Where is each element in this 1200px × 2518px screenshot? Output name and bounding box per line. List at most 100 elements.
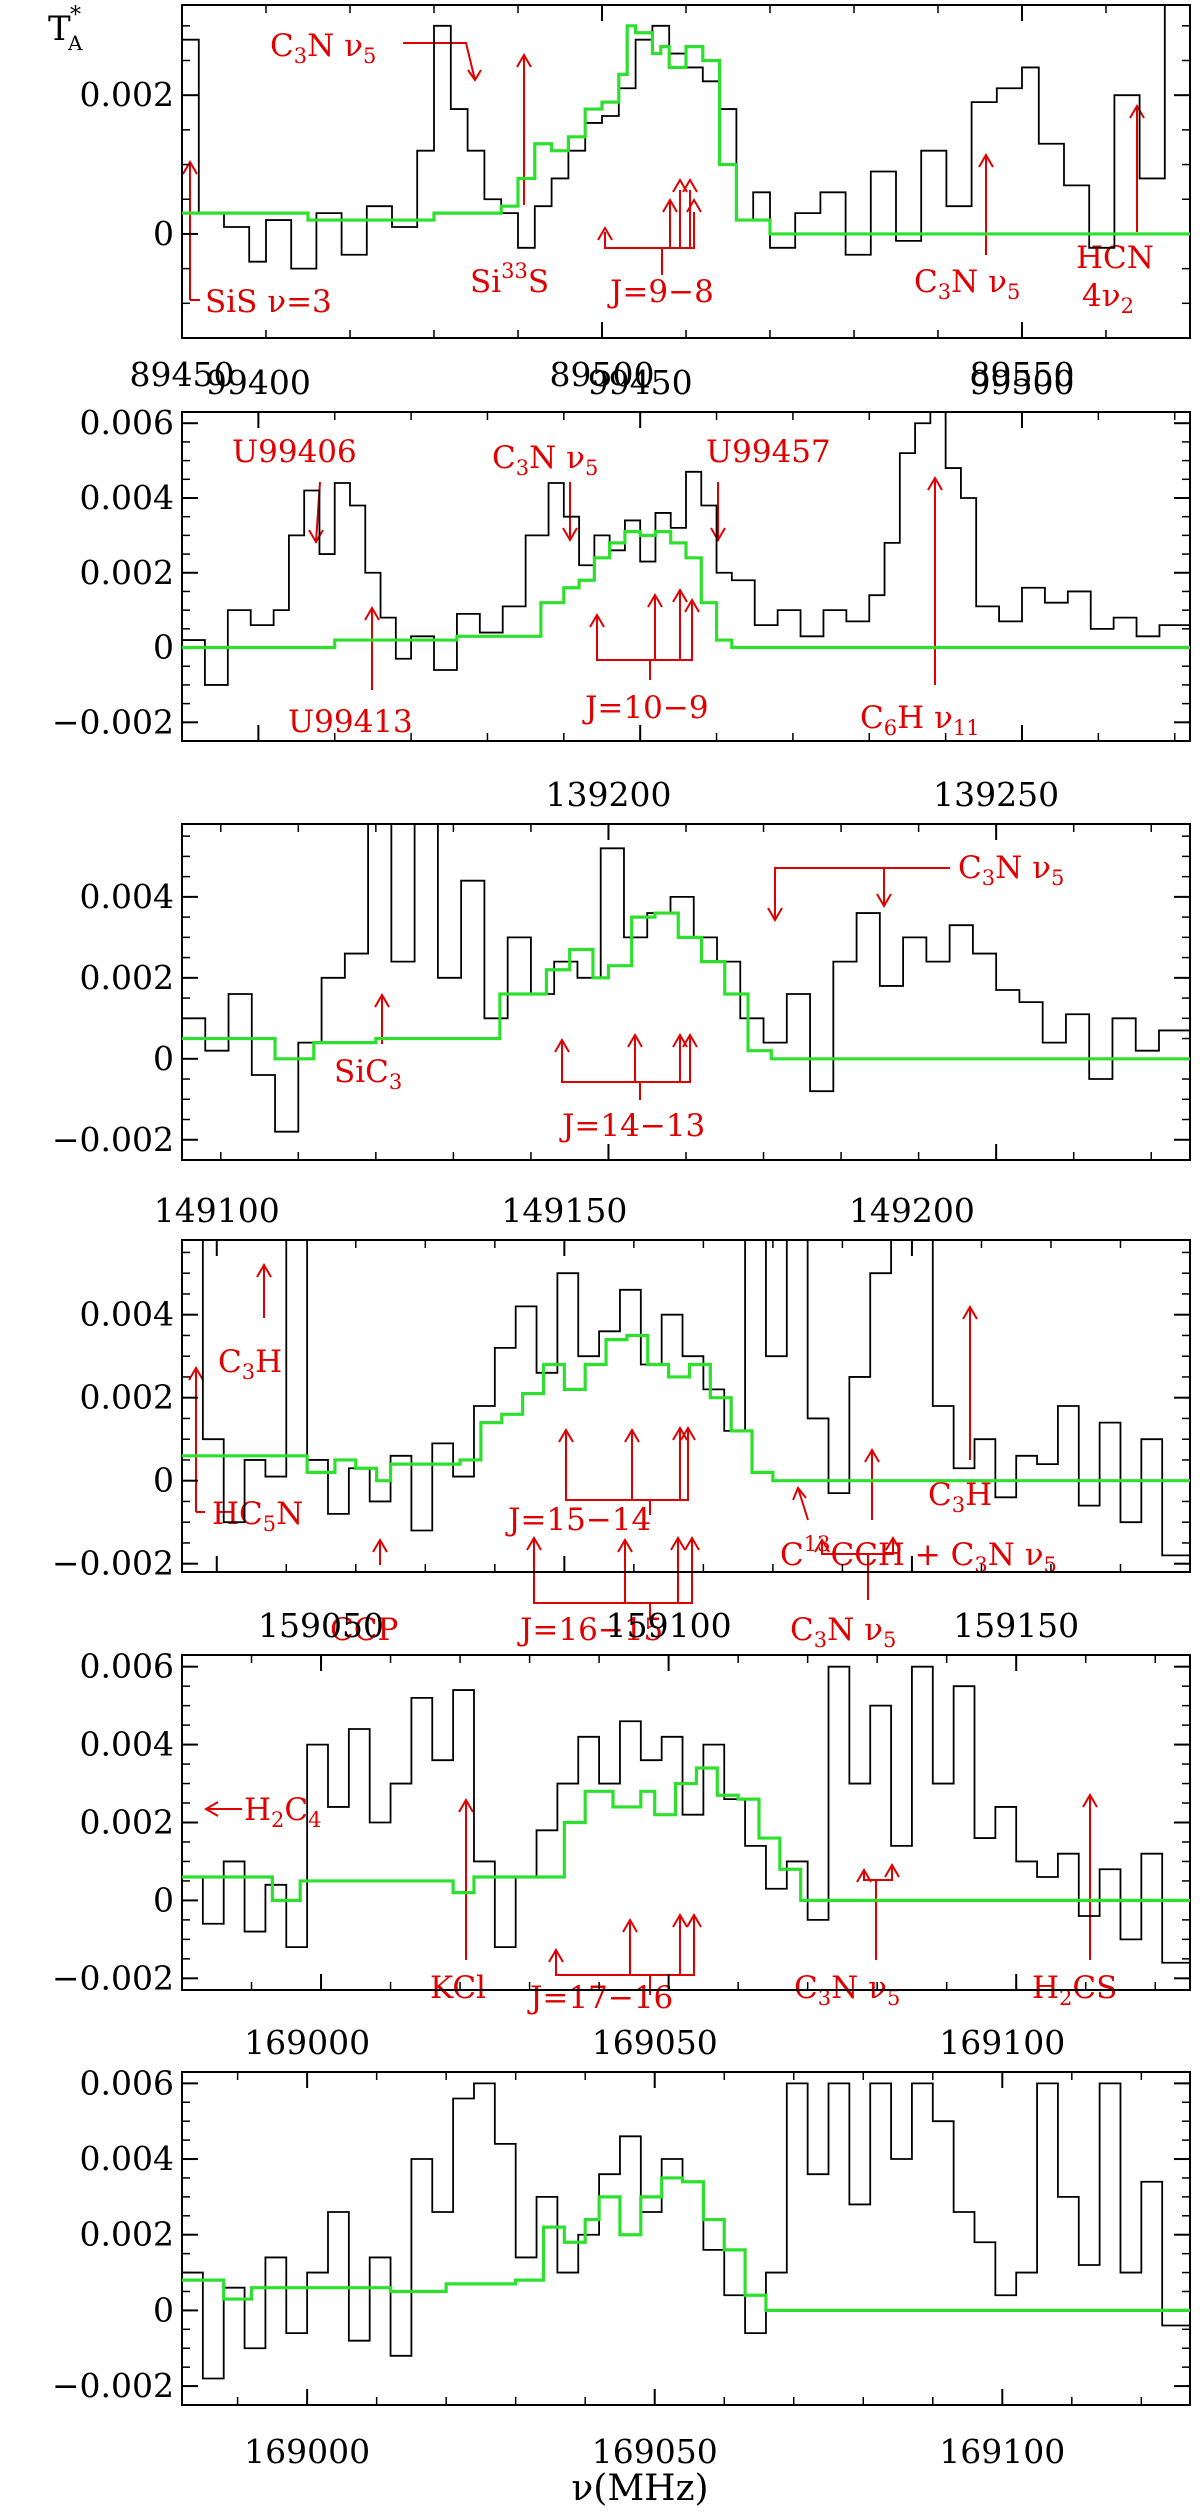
panel-6: −0.002 0 0.002 0.004 0.006 169000 169050 169100… [52,2023,1191,2471]
ytick-label: 0.002 [80,958,174,997]
ytick-label: 0 [153,628,174,667]
ytick-label: 0.004 [80,1725,174,1764]
ann-c3h-p4b: C3H [928,1477,992,1517]
series-model [182,1766,1190,1903]
ytick-label: 0.006 [80,403,174,442]
xtick-label: 99500 [970,363,1075,402]
ylabel-sub: A [67,31,83,55]
panel-6-labels: H2C4 KCl J=17−16 C3N ν5 H2CS [244,1792,1117,2016]
ylabel-main: T [48,9,71,49]
panel-frame [181,411,1191,742]
ann-kcl: KCl [430,1970,486,2006]
xtick-label: 139250 [933,775,1059,814]
ytick-label: 0 [153,1880,174,1919]
xtick-label: 149150 [501,1191,627,1230]
series-model [182,1333,1190,1483]
ytick-label: 0.002 [80,1803,174,1842]
panel-1-annotations [182,42,1145,301]
ytick-label: −0.002 [52,1120,174,1159]
panel-frame [181,1239,1191,1573]
series-observed [182,2082,1190,2380]
ytick-label: −0.002 [52,702,174,741]
xtick-label: 89550 [970,355,1075,394]
ytick-label: 0.004 [80,478,174,517]
series-model [182,2176,1190,2312]
series-model [182,530,1190,650]
ytick-label: 0.002 [80,553,174,592]
ann-c3n-v5-p2: C3N ν5 [492,440,598,480]
panel-frame [181,1654,1191,1991]
ann-sis-v3: SiS ν=3 [205,284,332,320]
ytick-label: 0.002 [80,1378,174,1417]
ytick-label: 0.004 [80,877,174,916]
panel-4-annotations [188,1263,978,1521]
panel-frame [181,2071,1191,2406]
ann-j9-8: J=9−8 [607,274,714,310]
xtick-label: 89450 [130,355,235,394]
panel-5: −0.002 0 0.002 0.004 0.006 159050 159100 159150 [52,1606,1191,1997]
xtick-label: 89500 [550,355,655,394]
series-observed [182,824,1190,1133]
series-observed [201,1240,1190,1557]
xtick-label: 149100 [154,1191,280,1230]
ytick-label: 0.006 [80,1647,174,1686]
xtick-label: 169100 [939,2432,1065,2471]
ylabel: T A * [48,3,83,55]
series-observed [182,412,1190,686]
panel-2-labels: U99406 C3N ν5 U99457 U99413 J=10−9 C6H ν… [232,434,980,740]
ann-j10-9: J=10−9 [582,690,709,726]
panel-5-labels: CCP J=16−15 C3N ν5 [330,1612,896,1652]
xtick-label: 159050 [258,1606,384,1645]
ytick-label: 0.004 [80,2139,174,2178]
series-model [182,911,1190,1061]
series-observed [182,5,1190,270]
ann-c3n-v5-p5: C3N ν5 [790,1612,896,1652]
ann-c3n-v5-p3: C3N ν5 [958,850,1064,890]
ann-sic3: SiC3 [334,1054,402,1094]
ytick-label: −0.002 [52,2366,174,2405]
xtick-label: 169000 [244,2023,370,2062]
ann-u99457: U99457 [706,434,831,470]
xtick-label: 169000 [244,2432,370,2471]
ann-j16-15: J=16−15 [517,1612,663,1648]
xtick-label: 149200 [849,1191,975,1230]
ann-h2cs: H2CS [1032,1970,1117,2010]
xtick-label: 159100 [606,1606,732,1645]
ytick-label: 0.004 [80,1295,174,1334]
panel-3-labels: C3N ν5 SiC3 J=14−13 [334,850,1064,1144]
ann-u99406: U99406 [232,434,357,470]
panel-1: 0 0.002 89450 89500 89550 [80,4,1191,394]
xtick-label: 169050 [592,2432,718,2471]
xtick-label: 169050 [592,2023,718,2062]
ytick-label: 0.002 [80,2215,174,2254]
panel-1-labels: C3N ν5 Si33S J=9−8 SiS ν=3 C3N ν5 HCN 4ν… [205,28,1154,320]
ann-j17-16: J=17−16 [527,1980,673,2016]
panels: 0 0.002 89450 89500 89550 −0.002 0 0.002 0.004 0.… [52,4,1191,2471]
ann-c3n-v5-p1b: C3N ν5 [914,264,1020,304]
xtick-label: 99450 [588,363,693,402]
ann-j15-14: J=15−14 [505,1502,651,1538]
ytick-label: −0.002 [52,1958,174,1997]
panel-6-annotations [204,1793,1098,1995]
ylabel-sup: * [70,3,81,28]
ytick-label: 0 [153,2290,174,2329]
ann-hcn-4v2: 4ν2 [1082,278,1134,318]
ytick-label: 0.002 [80,75,174,114]
ann-c3n-v5-p1a: C3N ν5 [270,28,376,68]
panel-2-annotations [308,476,943,690]
xtick-label: 99400 [206,363,311,402]
ann-h2c4: H2C4 [244,1792,322,1832]
panel-3-annotations [374,867,950,1100]
panel-4-labels: C3H HC5N J=15−14 C3H C13CCH + C3N ν5 [212,1344,1057,1577]
ann-u99413: U99413 [288,704,413,740]
ann-ccp: CCP [330,1612,398,1648]
ann-si33s: Si33S [470,259,549,300]
xtick-label: 139200 [545,775,671,814]
ann-c6h: C6H ν11 [860,700,980,740]
xlabel: ν(MHz) [571,2468,708,2509]
ann-j14-13: J=14−13 [559,1108,705,1144]
panel-3: −0.002 0 0.002 0.004 139200 139250 [52,775,1191,1161]
panel-5-annotations [372,1536,901,1620]
ytick-label: 0 [153,1461,174,1500]
